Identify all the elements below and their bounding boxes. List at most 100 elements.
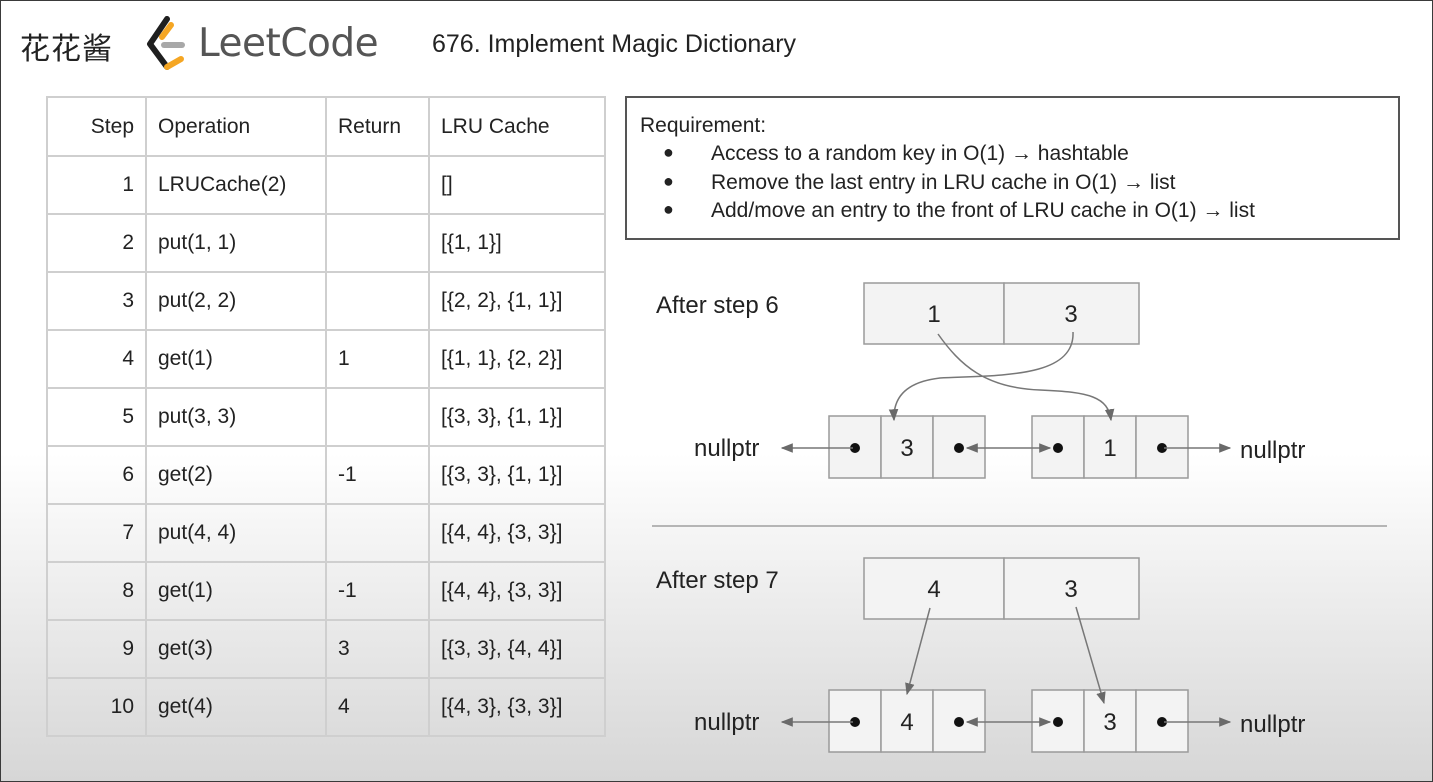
table-row: 5 put(3, 3) [{3, 3}, {1, 1}]: [46, 387, 606, 447]
table-row: 1 LRUCache(2) []: [46, 155, 606, 215]
hash-slot: [863, 557, 1005, 620]
hash-key: 4: [927, 576, 940, 603]
hash-to-node-arrow: [937, 333, 1115, 422]
hash-to-node-arrow: [1075, 606, 1106, 705]
table-row: 10 get(4) 4 [{4, 3}, {3, 3}]: [46, 677, 606, 737]
after-step-7-label: After step 7: [656, 567, 779, 594]
return-cell: -1: [325, 561, 430, 621]
lru-steps-table: Step Operation Return LRU Cache 1 LRUCach…: [46, 96, 606, 737]
pointer-dot-icon: [1157, 443, 1167, 453]
node-value: 4: [900, 709, 913, 736]
operation-cell: put(4, 4): [145, 503, 327, 563]
hash-slot: [1003, 557, 1140, 620]
pointer-dot-icon: [954, 443, 964, 453]
step7-hashtable: 4 3: [863, 557, 1140, 620]
step-cell: 1: [46, 155, 147, 215]
node-value: 1: [1103, 435, 1116, 462]
table-body: 1 LRUCache(2)[] 2 put(1, 1) [{1, 1}] 3 put(2, …: [46, 155, 606, 737]
return-cell: 1: [325, 329, 430, 389]
hash-key: 3: [1064, 301, 1077, 328]
requirement-text: Access to a random key in O(1) → hashtab…: [711, 142, 1129, 165]
hash-key: 3: [1064, 576, 1077, 603]
operation-cell: get(1): [145, 329, 327, 389]
nullptr-left: nullptr: [694, 709, 759, 736]
step-cell: 9: [46, 619, 147, 679]
return-cell: -1: [325, 445, 430, 505]
header-step: Step: [46, 96, 147, 157]
pointer-dot-icon: [954, 717, 964, 727]
nullptr-right: nullptr: [1240, 437, 1305, 464]
return-cell: 4: [325, 677, 430, 737]
node-value: 3: [900, 435, 913, 462]
bullet-icon: ●: [663, 199, 674, 219]
lru-cache-cell: [{4, 4}, {3, 3}]: [428, 503, 606, 563]
step6-hashtable: 1 3: [863, 282, 1140, 345]
table-row: 8 get(1) -1 [{4, 4}, {3, 3}]: [46, 561, 606, 621]
step-cell: 7: [46, 503, 147, 563]
operation-cell: get(1): [145, 561, 327, 621]
table-row: 3 put(2, 2) [{2, 2}, {1, 1}]: [46, 271, 606, 331]
hash-key: 1: [927, 301, 940, 328]
pointer-dot-icon: [1053, 443, 1063, 453]
operation-cell: put(2, 2): [145, 271, 327, 331]
requirement-text: Remove the last entry in LRU cache in O(…: [711, 170, 1176, 194]
requirement-title: Requirement:: [640, 114, 767, 137]
table-row: 6 get(2) -1 [{3, 3}, {1, 1}]: [46, 445, 606, 505]
lru-cache-cell: [{3, 3}, {1, 1}]: [428, 387, 606, 447]
nullptr-right: nullptr: [1240, 711, 1305, 738]
node-value-cell: [1083, 689, 1137, 753]
requirement-text: Add/move an entry to the front of LRU ca…: [711, 199, 1255, 222]
step-cell: 4: [46, 329, 147, 389]
bullet-icon: ●: [663, 142, 674, 162]
pointer-dot-icon: [1053, 717, 1063, 727]
page-title: 676. Implement Magic Dictionary: [432, 30, 797, 58]
pointer-dot-icon: [850, 717, 860, 727]
return-cell: [325, 213, 430, 273]
step-cell: 10: [46, 677, 147, 737]
operation-cell: LRUCache(2): [145, 155, 327, 215]
table-row: 4 get(1) 1 [{1, 1}, {2, 2}]: [46, 329, 606, 389]
lru-cache-cell: [{1, 1}]: [428, 213, 606, 273]
lru-cache-cell: [{3, 3}, {4, 4}]: [428, 619, 606, 679]
step7-list: 4 3 nullptr nullptr: [694, 606, 1305, 753]
step6-list: 3 1 nullptr nullptr: [694, 331, 1305, 479]
table-row: 7 put(4, 4) [{4, 4}, {3, 3}]: [46, 503, 606, 563]
return-cell: [325, 503, 430, 563]
hash-to-node-arrow: [888, 331, 1074, 422]
operation-cell: put(1, 1): [145, 213, 327, 273]
operation-cell: get(2): [145, 445, 327, 505]
return-cell: [325, 387, 430, 447]
node-value: 3: [1103, 709, 1116, 736]
hash-slot: [1003, 282, 1140, 345]
pointer-dot-icon: [1157, 717, 1167, 727]
brand-name: LeetCode: [198, 21, 379, 66]
step-cell: 8: [46, 561, 147, 621]
after-step-6-label: After step 6: [656, 292, 779, 319]
table-row: 9 get(3) 3 [{3, 3}, {4, 4}]: [46, 619, 606, 679]
table-header-row: Step Operation Return LRU Cache: [46, 96, 606, 157]
table-row: 2 put(1, 1) [{1, 1}]: [46, 213, 606, 273]
header-return: Return: [325, 96, 430, 157]
hash-slot: [863, 282, 1005, 345]
node-value-cell: [880, 415, 934, 479]
return-cell: [325, 271, 430, 331]
lru-cache-cell: [{1, 1}, {2, 2}]: [428, 329, 606, 389]
step-cell: 6: [46, 445, 147, 505]
operation-cell: put(3, 3): [145, 387, 327, 447]
pointer-dot-icon: [850, 443, 860, 453]
step-cell: 3: [46, 271, 147, 331]
operation-cell: get(3): [145, 619, 327, 679]
operation-cell: get(4): [145, 677, 327, 737]
requirement-box: Requirement: ● Access to a random key in…: [625, 96, 1400, 240]
return-cell: [325, 155, 430, 215]
bullet-icon: ●: [663, 170, 674, 191]
step-cell: 2: [46, 213, 147, 273]
header-operation: Operation: [145, 96, 327, 157]
lru-cache-cell: [{4, 4}, {3, 3}]: [428, 561, 606, 621]
hash-to-node-arrow: [905, 607, 931, 696]
lru-cache-cell: []: [428, 155, 606, 215]
brand-chinese-name: 花花酱: [20, 32, 113, 67]
nullptr-left: nullptr: [694, 435, 759, 462]
header-lru-cache: LRU Cache: [428, 96, 606, 157]
